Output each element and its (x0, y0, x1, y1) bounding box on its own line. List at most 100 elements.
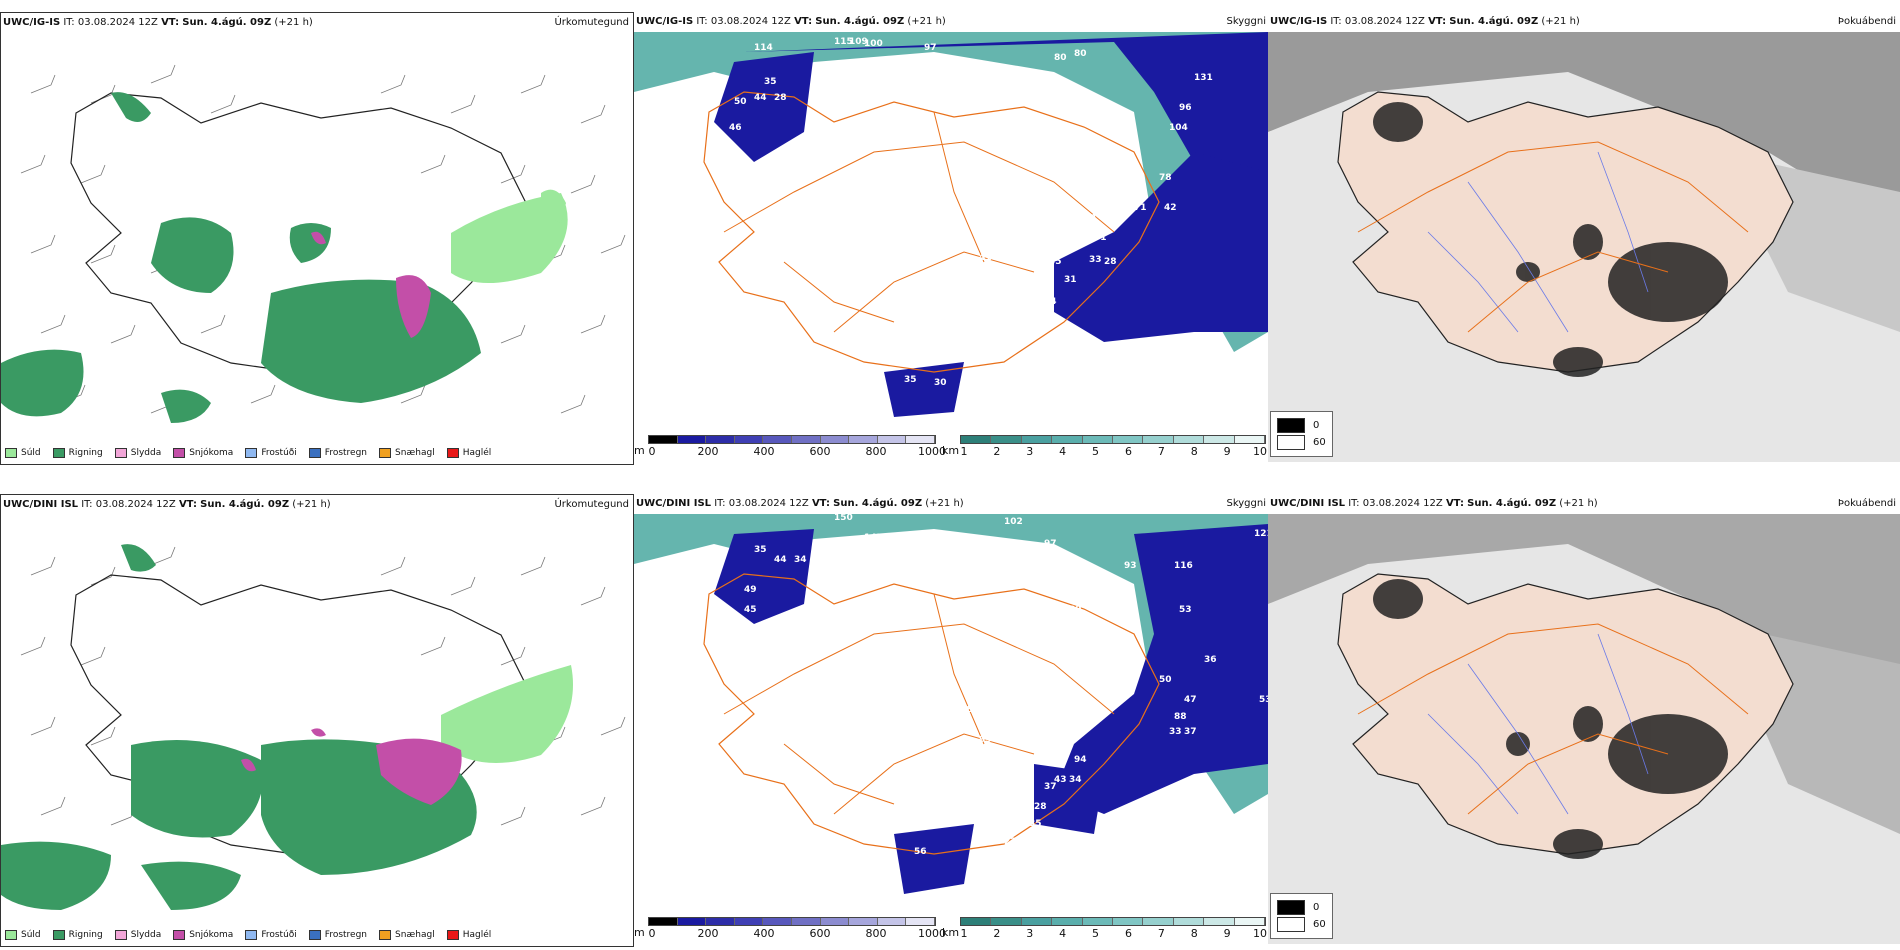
visibility-value: 97 (924, 43, 937, 53)
colorbar-tick-label: 5 (1092, 927, 1100, 940)
fog-legend-item: 0 (1277, 418, 1326, 433)
visibility-values: 150 102 145 121 97 43 93 116 35 44 34 53 49 45 39 90 36 5… (744, 514, 1268, 909)
visibility-value: 53 (1079, 233, 1092, 243)
it-value: 03.08.2024 12Z (728, 498, 809, 509)
visibility-value: 37 (1184, 727, 1197, 737)
precip-map (1, 544, 626, 910)
legend-swatch (379, 448, 392, 458)
fog-legend: 0 60 (1270, 411, 1333, 457)
visibility-value: 28 (1034, 802, 1047, 812)
precip-legend: Súld Rigning Slydda Snjókoma Frostúði Frostre… (5, 448, 491, 458)
roads (1357, 141, 1749, 333)
visibility-value: 28 (1039, 277, 1052, 287)
visibility-value: 76 (894, 193, 907, 203)
rivers (1427, 633, 1649, 815)
visibility-value: 35 (1029, 819, 1042, 829)
panel-title: Þokuábendi (1837, 16, 1896, 27)
drizzle-areas (441, 665, 573, 763)
legend-label: Frostúði (261, 930, 297, 940)
vt-label: VT: (1428, 16, 1447, 27)
it-label: IT: (714, 498, 726, 509)
visibility-value: 59 (884, 872, 897, 882)
drizzle-areas (451, 189, 568, 283)
it-value: 03.08.2024 12Z (1344, 16, 1425, 27)
vt-value: Sun. 4.ágú. 09Z (200, 499, 290, 510)
vt-value: Sun. 4.ágú. 09Z (1449, 16, 1539, 27)
visibility-value: 79 (929, 153, 942, 163)
visibility-value: 118 (954, 705, 973, 715)
visibility-value: 57 (886, 895, 899, 905)
lead-time: (+21 h) (274, 17, 313, 28)
visibility-value: 34 (1069, 775, 1082, 785)
fog-legend-item: 0 (1277, 900, 1326, 915)
colorbar-tick-label: 6 (1124, 927, 1132, 940)
precip-legend-item: Slydda (114, 930, 161, 940)
colorbar-tick-label: 400 (753, 445, 775, 458)
ceiling-colorbar: 0 200 400 600 800 1000 m (634, 435, 946, 459)
colorbar-tick-label: 200 (697, 927, 719, 940)
precip-legend-item: Súld (5, 448, 41, 458)
it-label: IT: (1330, 16, 1342, 27)
fog-map (1268, 514, 1900, 944)
colorbar-tick-label: 1 (960, 927, 968, 940)
legend-swatch (1277, 435, 1305, 450)
precip-legend-item: Snæhagl (379, 448, 435, 458)
visibility-value: 53 (1259, 695, 1268, 705)
visibility-map: 150 102 145 121 97 43 93 116 35 44 34 53 49 45 39 90 36 5… (634, 514, 1268, 909)
snow-areas (311, 231, 431, 338)
precip-legend: Súld Rigning Slydda Snjókoma Frostúði Frostre… (5, 930, 491, 940)
precip-map (1, 64, 626, 423)
panel-title: Skyggni (1226, 16, 1266, 27)
legend-label: Haglél (462, 930, 492, 940)
it-label: IT: (63, 17, 75, 28)
legend-swatch (173, 448, 186, 458)
iceland-outline (703, 573, 1160, 855)
precip-legend-item: Snjókoma (173, 930, 233, 940)
visibility-value: 28 (1104, 257, 1117, 267)
ceiling-unit: m (634, 444, 645, 457)
legend-label: 0 (1313, 420, 1320, 431)
ceiling-visibility-panel-row1: UWC/IG-IS IT: 03.08.2024 12Z VT: Sun. 4.… (634, 12, 1268, 465)
it-value: 03.08.2024 12Z (1362, 498, 1443, 509)
visibility-value: 53 (1179, 605, 1192, 615)
visibility-value: 90 (974, 655, 987, 665)
visibility-value: 71 (1094, 233, 1107, 243)
visibility-value: 34 (794, 555, 807, 565)
visibility-value: 22 (1004, 837, 1017, 847)
legend-label: Rigning (68, 930, 103, 940)
visibility-value: 114 (754, 43, 773, 53)
it-value: 03.08.2024 12Z (710, 16, 791, 27)
precip-legend-item: Frostregn (308, 448, 367, 458)
visibility-value: 83 (879, 211, 892, 221)
precip-legend-item: Frostúði (245, 930, 297, 940)
colorbar-tick-label: 4 (1059, 927, 1067, 940)
colorbar-tick-label: 9 (1223, 927, 1231, 940)
vt-label: VT: (178, 499, 197, 510)
colorbar-tick-label: 7 (1157, 445, 1165, 458)
visibility-value: 84 (884, 355, 897, 365)
panel-header: UWC/IG-IS IT: 03.08.2024 12Z VT: Sun. 4.… (1270, 16, 1580, 27)
colorbar-tick-label: 3 (1026, 927, 1034, 940)
visibility-value: 100 (864, 39, 883, 49)
visibility-value: 45 (954, 295, 967, 305)
visibility-value: 33 (1169, 727, 1182, 737)
precip-legend-item: Snæhagl (379, 930, 435, 940)
fog-legend: 0 60 (1270, 893, 1333, 939)
legend-swatch (308, 448, 321, 458)
low-cloud-nw (714, 52, 814, 162)
colorbar-tick-label: 7 (1157, 927, 1165, 940)
legend-swatch (379, 930, 392, 940)
visibility-value: 79 (849, 731, 862, 741)
visibility-value: 51 (1104, 165, 1117, 175)
vt-value: Sun. 4.ágú. 09Z (1467, 498, 1557, 509)
lead-time: (+21 h) (1559, 498, 1598, 509)
colorbar-tick-label: 600 (809, 927, 831, 940)
visibility-value: 168 (814, 83, 833, 93)
precip-legend-item: Frostúði (245, 448, 297, 458)
visibility-value: 102 (1004, 517, 1023, 527)
lead-time: (+21 h) (1541, 16, 1580, 27)
low-cloud-east (1054, 152, 1268, 342)
legend-label: Frostregn (324, 930, 368, 940)
visibility-value: 55 (856, 897, 869, 907)
vt-label: VT: (161, 17, 180, 28)
